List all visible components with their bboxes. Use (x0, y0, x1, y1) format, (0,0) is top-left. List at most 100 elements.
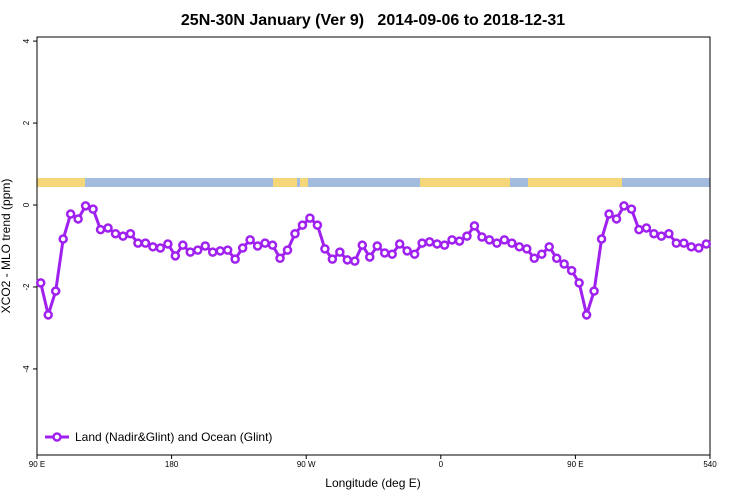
data-point (432, 239, 442, 249)
data-point (387, 249, 397, 259)
data-point (596, 234, 607, 244)
x-tick-label: 0 (439, 460, 444, 469)
data-point (350, 256, 360, 266)
data-point (626, 204, 637, 214)
data-point (260, 238, 270, 248)
y-tick-label: -2 (22, 283, 31, 291)
data-point (133, 238, 143, 248)
data-point (574, 278, 584, 288)
x-axis-label: Longitude (deg E) (325, 476, 420, 490)
data-point (312, 220, 323, 230)
data-point (409, 249, 420, 259)
data-point (619, 201, 629, 211)
data-point (581, 310, 592, 320)
data-point (439, 240, 450, 250)
x-tick-label: 90 W (297, 460, 316, 469)
data-point (252, 241, 263, 251)
data-point (484, 235, 495, 245)
data-point (327, 254, 338, 264)
data-point (230, 254, 240, 264)
data-point (537, 249, 547, 259)
data-point (58, 234, 68, 244)
data-point (379, 248, 390, 258)
data-point (88, 204, 98, 214)
data-point (215, 246, 225, 256)
data-point (342, 255, 353, 265)
data-point (275, 253, 285, 264)
data-point (634, 224, 644, 235)
data-point (110, 228, 121, 239)
data-point (43, 310, 53, 320)
data-point (447, 235, 457, 245)
data-point (372, 241, 382, 251)
data-point (402, 246, 412, 256)
data-point (80, 201, 91, 211)
land-ocean-strip (37, 178, 710, 187)
data-point (125, 228, 136, 239)
data-point (686, 242, 697, 252)
data-point (178, 240, 188, 250)
data-point (544, 242, 554, 252)
data-point (649, 228, 659, 239)
data-point (641, 223, 652, 233)
data-point (200, 241, 210, 251)
data-point (394, 239, 405, 249)
y-tick-label: -4 (22, 365, 31, 373)
data-point (454, 236, 465, 246)
data-point (499, 235, 510, 245)
data-point (551, 253, 562, 264)
data-point (604, 209, 614, 219)
data-point (237, 243, 248, 253)
series-line (39, 203, 707, 321)
data-point (611, 214, 622, 224)
data-point (290, 228, 300, 239)
data-point (365, 252, 375, 262)
data-point (664, 228, 674, 239)
data-point (95, 224, 106, 235)
chart-title: 25N-30N January (Ver 9) 2014-09-06 to 20… (181, 12, 565, 29)
data-point (656, 231, 667, 241)
data-point (163, 239, 173, 249)
data-point (701, 239, 712, 249)
y-tick-label: 0 (22, 202, 31, 207)
data-point (103, 223, 113, 233)
data-point (566, 265, 577, 276)
data-point (305, 213, 315, 223)
data-point (417, 238, 427, 248)
data-point (207, 247, 218, 257)
y-tick-label: 4 (22, 38, 31, 43)
legend-marker (52, 432, 62, 442)
data-point (529, 253, 540, 264)
data-point (694, 243, 704, 253)
x-tick-label: 540 (703, 460, 717, 469)
y-axis-label: XCO2 - MLO trend (ppm) (0, 179, 13, 314)
data-point (679, 238, 689, 248)
data-point (514, 242, 525, 252)
data-point (50, 286, 61, 296)
data-point (671, 238, 682, 248)
data-point (148, 242, 158, 252)
x-tick-label: 180 (165, 460, 179, 469)
data-point (282, 245, 293, 255)
data-point (507, 238, 517, 248)
y-tick-label: 2 (22, 120, 31, 125)
data-point (492, 238, 502, 248)
data-point (118, 231, 128, 241)
data-point (155, 243, 166, 253)
data-point (357, 240, 368, 250)
data-point (267, 240, 278, 250)
data-point (335, 247, 345, 257)
data-point (140, 238, 151, 248)
data-point (297, 220, 308, 230)
data-point (65, 209, 76, 219)
data-point (222, 245, 233, 255)
data-point (73, 214, 83, 224)
data-point (320, 244, 330, 254)
x-tick-label: 90 E (567, 460, 583, 469)
x-tick-label: 90 E (29, 460, 45, 469)
data-point (245, 235, 255, 245)
data-point (424, 237, 435, 247)
data-point (522, 244, 532, 254)
data-point (589, 286, 599, 296)
